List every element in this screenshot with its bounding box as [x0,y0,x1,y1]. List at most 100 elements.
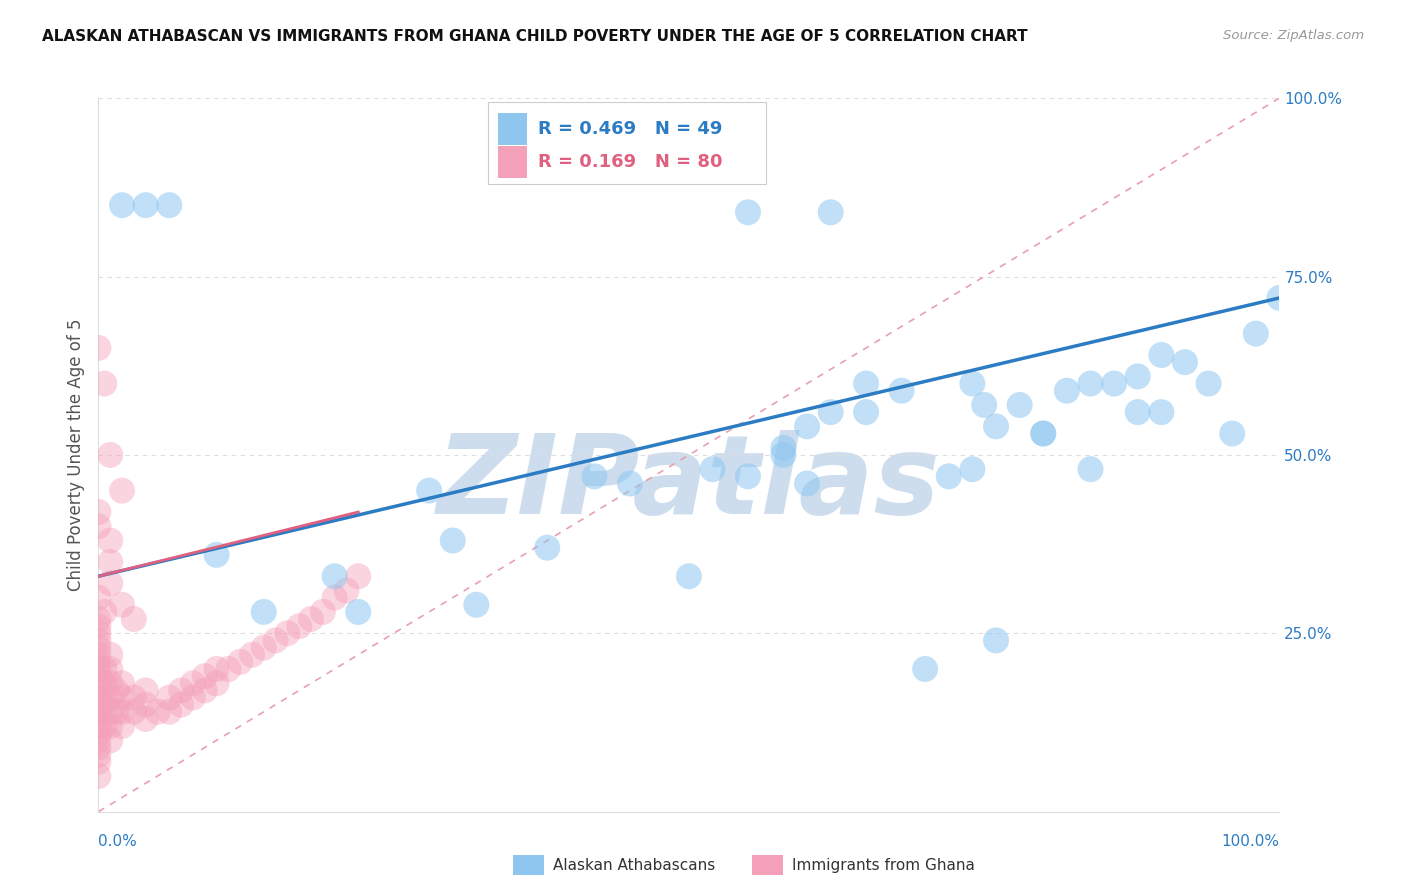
Point [299,612,322,626]
Point [1008,398,1031,412]
Point [536,541,558,555]
Point [855,405,877,419]
Text: Immigrants from Ghana: Immigrants from Ghana [792,858,974,872]
Point [87,719,110,733]
Point [170,683,193,698]
Point [1150,348,1173,362]
Point [194,683,217,698]
Point [796,476,818,491]
Point [347,569,370,583]
Text: ZIPatlas: ZIPatlas [437,430,941,537]
Point [1150,405,1173,419]
Point [240,648,263,662]
Point [93,698,115,712]
Point [772,441,794,455]
Point [796,419,818,434]
Point [98,676,121,690]
Point [87,769,110,783]
Point [181,676,204,690]
Point [157,705,180,719]
Point [1198,376,1220,391]
Text: 100.0%: 100.0% [1222,834,1279,848]
Point [87,726,110,740]
Point [984,419,1007,434]
Point [1056,384,1078,398]
Point [737,205,759,219]
Point [890,384,912,398]
Point [253,640,276,655]
Point [253,605,276,619]
Point [135,198,157,212]
Point [87,690,110,705]
Point [205,676,228,690]
Point [1032,426,1054,441]
Point [111,690,134,705]
Point [98,719,121,733]
Point [87,626,110,640]
Point [122,612,145,626]
Point [98,662,121,676]
Text: R = 0.169   N = 80: R = 0.169 N = 80 [537,153,723,171]
Point [820,205,842,219]
Point [87,747,110,762]
Point [93,719,115,733]
Point [1126,405,1149,419]
Point [87,676,110,690]
Point [855,376,877,391]
Point [111,198,134,212]
Point [772,448,794,462]
Point [264,633,287,648]
Point [1174,355,1197,369]
Point [87,633,110,648]
Point [98,690,121,705]
Point [276,626,298,640]
Point [702,462,724,476]
Point [87,698,110,712]
Point [122,705,145,719]
Point [583,469,606,483]
Point [87,733,110,747]
Point [323,591,346,605]
Point [87,341,110,355]
Point [962,462,984,476]
Point [98,555,121,569]
Point [93,662,115,676]
Point [157,198,180,212]
Point [87,591,110,605]
Point [135,698,157,712]
Point [87,740,110,755]
Point [87,519,110,533]
Point [111,719,134,733]
Point [1102,376,1125,391]
Point [87,662,110,676]
FancyBboxPatch shape [488,102,766,184]
Point [93,376,115,391]
Point [87,505,110,519]
Point [98,533,121,548]
Point [105,683,128,698]
Point [98,733,121,747]
Point [87,683,110,698]
Point [1220,426,1243,441]
Point [938,469,960,483]
Point [820,405,842,419]
Point [105,705,128,719]
Point [135,712,157,726]
Point [181,690,204,705]
Point [1268,291,1291,305]
Text: Source: ZipAtlas.com: Source: ZipAtlas.com [1223,29,1364,42]
Point [323,569,346,583]
Point [111,483,134,498]
Point [205,548,228,562]
Point [146,705,169,719]
Point [1032,426,1054,441]
Point [962,376,984,391]
Point [87,612,110,626]
Point [87,619,110,633]
Y-axis label: Child Poverty Under the Age of 5: Child Poverty Under the Age of 5 [66,318,84,591]
Point [1080,462,1102,476]
Point [93,605,115,619]
Point [111,705,134,719]
Point [288,619,311,633]
Point [619,476,641,491]
